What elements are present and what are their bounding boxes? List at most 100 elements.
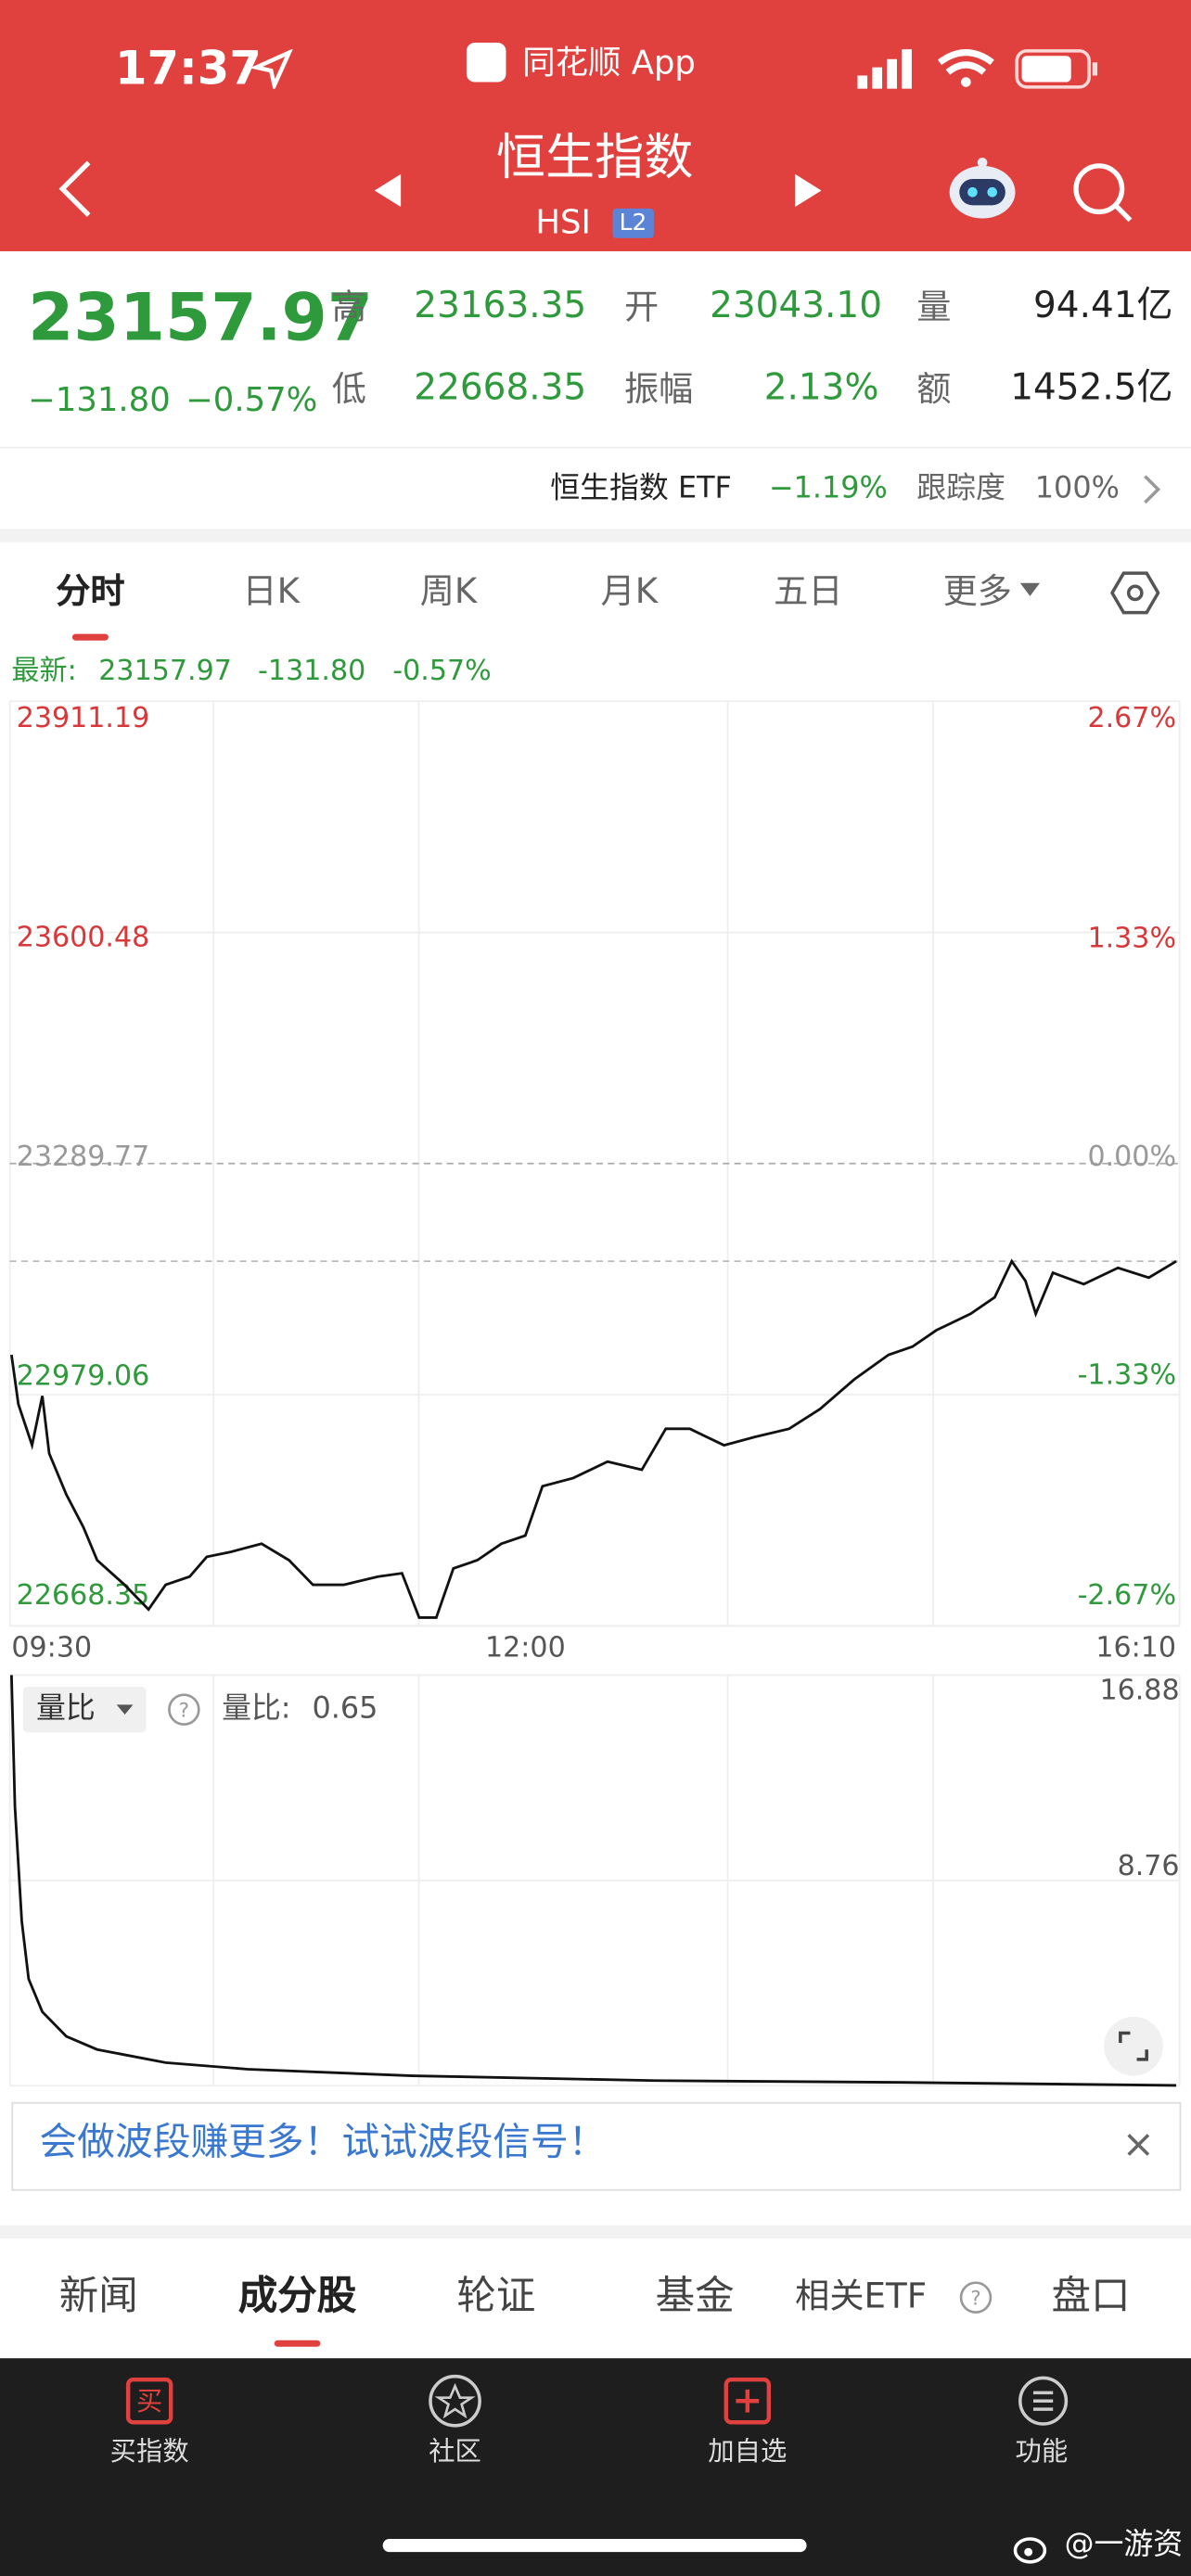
latest-change-pct: -0.57% [392, 655, 492, 689]
y2-tick-label: 1.33% [1087, 923, 1176, 955]
bottom-tab[interactable]: 相关ETF [795, 2276, 928, 2316]
y2-tick-label: -2.67% [1078, 1579, 1176, 1612]
y-tick-label: 23289.77 [17, 1141, 150, 1173]
latest-change: -131.80 [258, 655, 366, 689]
stat-value: 23043.10 [710, 286, 883, 327]
svg-text:?: ? [970, 2287, 980, 2310]
y-tick-label: 22979.06 [17, 1360, 150, 1393]
prev-index[interactable] [368, 171, 408, 210]
indicator-select[interactable] [22, 1686, 147, 1733]
y2-tick-label: 2.67% [1087, 702, 1176, 734]
tab-indicator [71, 633, 109, 641]
x-tick-label: 16:10 [1095, 1632, 1176, 1664]
tab[interactable]: 月K [600, 571, 659, 611]
stat-label: 低 [331, 369, 366, 409]
tab[interactable]: 日K [242, 571, 301, 611]
tracking-label: 跟踪度 [916, 471, 1005, 506]
stat-value: 23163.35 [414, 286, 587, 327]
stat-value: 22668.35 [414, 367, 587, 409]
price-change-pct: −0.57% [186, 379, 318, 419]
banner[interactable] [11, 2101, 1182, 2191]
section-gap [0, 529, 1191, 542]
indicator-value: 0.65 [312, 1690, 378, 1726]
price-change: −131.80 [28, 379, 171, 419]
index-title: 恒生指数 [495, 129, 694, 187]
banner-text: 会做波段赚更多！试试波段信号！ [39, 2122, 607, 2165]
etf-change: −1.19% [768, 471, 888, 506]
stat-label: 开 [623, 287, 660, 327]
y-tick-label: 16.88 [1099, 1675, 1179, 1707]
y2-tick-label: -1.33% [1078, 1359, 1176, 1392]
stat-label: 振幅 [623, 369, 694, 409]
tracking-value: 100% [1034, 471, 1120, 506]
stat-label: 高 [331, 287, 366, 327]
stat-value: 2.13% [763, 367, 879, 409]
home-indicator [382, 2539, 807, 2553]
svg-text:买: 买 [136, 2386, 162, 2417]
app-name: 同花顺 App [522, 43, 696, 83]
nav-label[interactable]: 加自选 [708, 2435, 788, 2468]
nav-label[interactable]: 社区 [429, 2435, 481, 2468]
tab[interactable]: 更多 [942, 571, 1012, 611]
dropdown-arrow [116, 1704, 134, 1715]
divider [0, 446, 1191, 449]
bottom-tab[interactable]: 新闻 [58, 2273, 138, 2319]
expand-button[interactable] [1104, 2016, 1163, 2076]
nav-icon[interactable] [1017, 2375, 1069, 2428]
tab[interactable]: 分时 [56, 571, 125, 611]
help-mark: ? [179, 1699, 189, 1722]
level-badge: L2 [612, 208, 654, 238]
status-icons [857, 49, 1098, 89]
y-tick-label: 22668.35 [17, 1579, 150, 1612]
time-grid [8, 701, 1181, 2087]
settings-button[interactable] [1110, 568, 1160, 618]
bottom-tab[interactable]: 轮证 [456, 2273, 536, 2319]
nav-label[interactable]: 买指数 [109, 2435, 189, 2468]
bottom-tab[interactable]: 盘口 [1051, 2273, 1131, 2319]
next-index[interactable] [788, 171, 828, 210]
nav-icon[interactable]: 买 [125, 2377, 174, 2426]
section-gap [0, 2225, 1191, 2238]
y-tick-label: 8.76 [1118, 1850, 1180, 1882]
bottom-tab[interactable]: 成分股 [237, 2273, 357, 2319]
assistant-icon[interactable] [943, 154, 1022, 223]
stat-label: 量 [916, 287, 952, 327]
last-price: 23157.97 [28, 280, 374, 357]
help-icon[interactable] [168, 1693, 200, 1726]
charts: 量比 ? 量比: 0.65 22668.35 22979.06 23289.77 23… [8, 700, 1181, 2087]
dropdown-arrow [1019, 582, 1041, 596]
x-tick-label: 12:00 [485, 1632, 566, 1664]
stat-label: 额 [916, 369, 952, 409]
weibo-icon [1013, 2537, 1047, 2564]
price-line [9, 1258, 1177, 1619]
nav-label[interactable]: 功能 [1015, 2435, 1069, 2468]
y-tick-label: 23600.48 [17, 922, 150, 954]
chevron[interactable] [1140, 473, 1163, 505]
etf-name: 恒生指数 ETF [550, 471, 732, 506]
x-tick-label: 09:30 [11, 1632, 92, 1664]
nav-icon[interactable] [723, 2377, 772, 2426]
y2-tick-label: 0.00% [1087, 1141, 1176, 1173]
tab[interactable]: 五日 [774, 571, 843, 611]
latest-label: 最新: [11, 655, 77, 689]
app-icon [466, 43, 506, 83]
nav-icon[interactable] [427, 2373, 482, 2429]
clock: 17:37 [114, 41, 262, 96]
location-icon [250, 49, 293, 89]
tab[interactable]: 周K [419, 571, 478, 611]
back-button[interactable] [49, 156, 98, 222]
indicator-label: 量比: [222, 1690, 290, 1726]
watermark: @一游资 [1064, 2527, 1184, 2562]
price-line [9, 1675, 1177, 2087]
index-code: HSI [535, 201, 591, 242]
y-tick-label: 23911.19 [17, 702, 150, 734]
expand-icon [1119, 2031, 1148, 2061]
tab-indicator [274, 2340, 321, 2347]
search-button[interactable] [1068, 158, 1136, 226]
close-banner[interactable] [1125, 2132, 1151, 2158]
help-icon[interactable]: ? [958, 2279, 994, 2315]
stat-value: 94.41亿 [1033, 286, 1173, 327]
bottom-tab[interactable]: 基金 [655, 2273, 735, 2319]
